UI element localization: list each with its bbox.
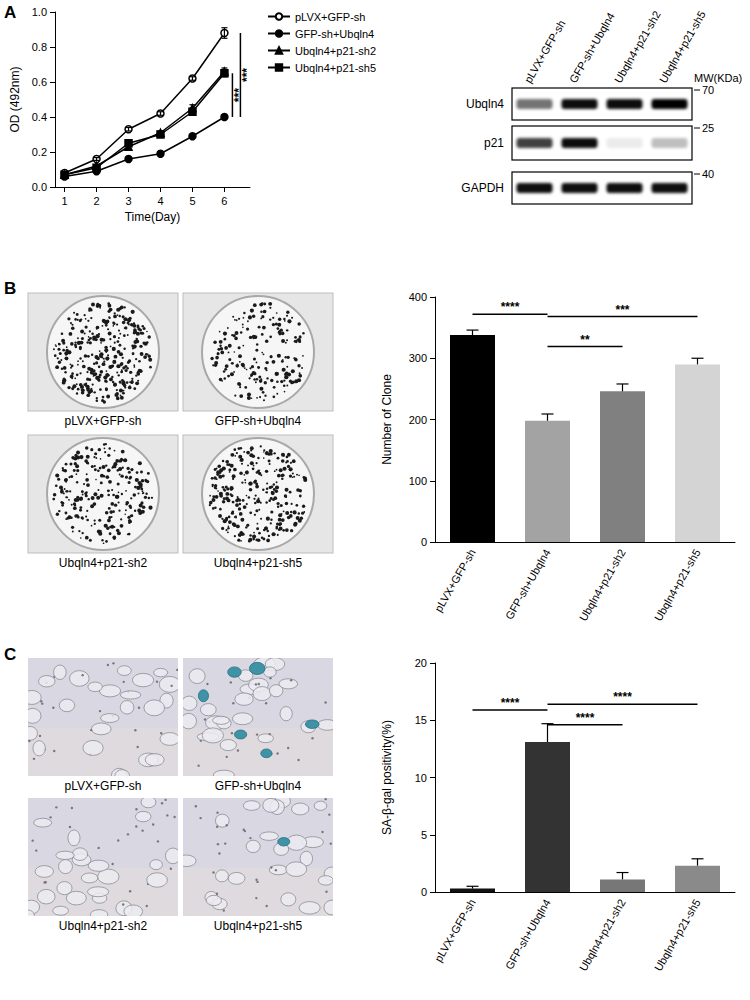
svg-text:2: 2: [93, 195, 99, 207]
svg-text:300: 300: [409, 352, 427, 364]
svg-text:0.2: 0.2: [32, 146, 47, 158]
svg-text:**: **: [580, 333, 590, 347]
svg-text:***: ***: [615, 303, 629, 317]
svg-text:3: 3: [125, 195, 131, 207]
svg-text:p21: p21: [484, 136, 504, 150]
svg-text:Ubqln4+p21-sh2: Ubqln4+p21-sh2: [59, 556, 148, 570]
svg-text:***: ***: [240, 68, 254, 82]
svg-text:Ubqln4+p21-sh2: Ubqln4+p21-sh2: [612, 9, 663, 85]
svg-text:100: 100: [409, 475, 427, 487]
svg-text:GFP-sh+Ubqln4: GFP-sh+Ubqln4: [215, 414, 302, 428]
svg-text:OD (492nm): OD (492nm): [8, 66, 22, 132]
svg-text:70: 70: [702, 84, 714, 96]
svg-text:MW(KDa): MW(KDa): [694, 72, 742, 84]
svg-text:20: 20: [415, 657, 427, 669]
svg-text:GFP-sh+Ubqln4: GFP-sh+Ubqln4: [503, 897, 553, 971]
svg-text:A: A: [4, 3, 16, 22]
svg-text:5: 5: [189, 195, 195, 207]
svg-text:Ubqln4+p21-sh5: Ubqln4+p21-sh5: [214, 919, 303, 933]
svg-text:Ubqln4+p21-sh5: Ubqln4+p21-sh5: [652, 547, 703, 623]
svg-text:Time(Day): Time(Day): [125, 210, 181, 224]
svg-text:1: 1: [62, 195, 68, 207]
svg-text:****: ****: [613, 690, 632, 704]
svg-text:0: 0: [421, 536, 427, 548]
svg-text:Ubqln4+p21-sh2: Ubqln4+p21-sh2: [59, 919, 148, 933]
svg-text:0.8: 0.8: [32, 41, 47, 53]
svg-text:SA-β-gal positivity(%): SA-β-gal positivity(%): [380, 720, 394, 835]
svg-text:40: 40: [702, 168, 714, 180]
svg-text:pLVX+GFP-sh: pLVX+GFP-sh: [295, 11, 365, 23]
svg-text:Ubqln4+p21-sh5: Ubqln4+p21-sh5: [657, 9, 708, 85]
svg-text:200: 200: [409, 414, 427, 426]
svg-text:C: C: [4, 645, 16, 664]
svg-text:****: ****: [501, 696, 520, 710]
svg-text:4: 4: [157, 195, 163, 207]
svg-text:GFP-sh+Ubqln4: GFP-sh+Ubqln4: [567, 10, 617, 85]
svg-text:0: 0: [421, 886, 427, 898]
svg-text:Ubqln4+p21-sh2: Ubqln4+p21-sh2: [577, 897, 628, 973]
svg-text:15: 15: [415, 714, 427, 726]
svg-text:Ubqln4+p21-sh5: Ubqln4+p21-sh5: [214, 556, 303, 570]
svg-text:Ubqln4+p21-sh5: Ubqln4+p21-sh5: [295, 62, 376, 74]
svg-text:Ubqln4: Ubqln4: [466, 97, 504, 111]
svg-text:GAPDH: GAPDH: [461, 181, 504, 195]
svg-text:****: ****: [576, 711, 595, 725]
svg-text:25: 25: [702, 122, 714, 134]
svg-text:GFP-sh+Ubqln4: GFP-sh+Ubqln4: [503, 547, 553, 621]
svg-text:pLVX+GFP-sh: pLVX+GFP-sh: [432, 547, 478, 614]
svg-text:Ubqln4+p21-sh2: Ubqln4+p21-sh2: [577, 547, 628, 623]
svg-text:GFP-sh+Ubqln4: GFP-sh+Ubqln4: [215, 779, 302, 793]
svg-text:6: 6: [221, 195, 227, 207]
svg-text:pLVX+GFP-sh: pLVX+GFP-sh: [65, 779, 142, 793]
svg-text:GFP-sh+Ubqln4: GFP-sh+Ubqln4: [295, 28, 374, 40]
svg-text:5: 5: [421, 829, 427, 841]
svg-text:0.4: 0.4: [32, 111, 47, 123]
svg-text:B: B: [4, 279, 16, 298]
svg-text:Ubqln4+p21-sh2: Ubqln4+p21-sh2: [295, 45, 376, 57]
svg-text:0.0: 0.0: [32, 181, 47, 193]
svg-text:pLVX+GFP-sh: pLVX+GFP-sh: [432, 897, 478, 964]
svg-text:1.0: 1.0: [32, 6, 47, 18]
svg-text:10: 10: [415, 772, 427, 784]
svg-text:***: ***: [232, 88, 246, 102]
svg-text:0.6: 0.6: [32, 76, 47, 88]
svg-text:Number of Clone: Number of Clone: [380, 374, 394, 465]
svg-text:pLVX+GFP-sh: pLVX+GFP-sh: [522, 18, 568, 85]
svg-text:****: ****: [501, 300, 520, 314]
svg-text:Ubqln4+p21-sh5: Ubqln4+p21-sh5: [652, 897, 703, 973]
svg-text:pLVX+GFP-sh: pLVX+GFP-sh: [65, 414, 142, 428]
svg-text:400: 400: [409, 291, 427, 303]
